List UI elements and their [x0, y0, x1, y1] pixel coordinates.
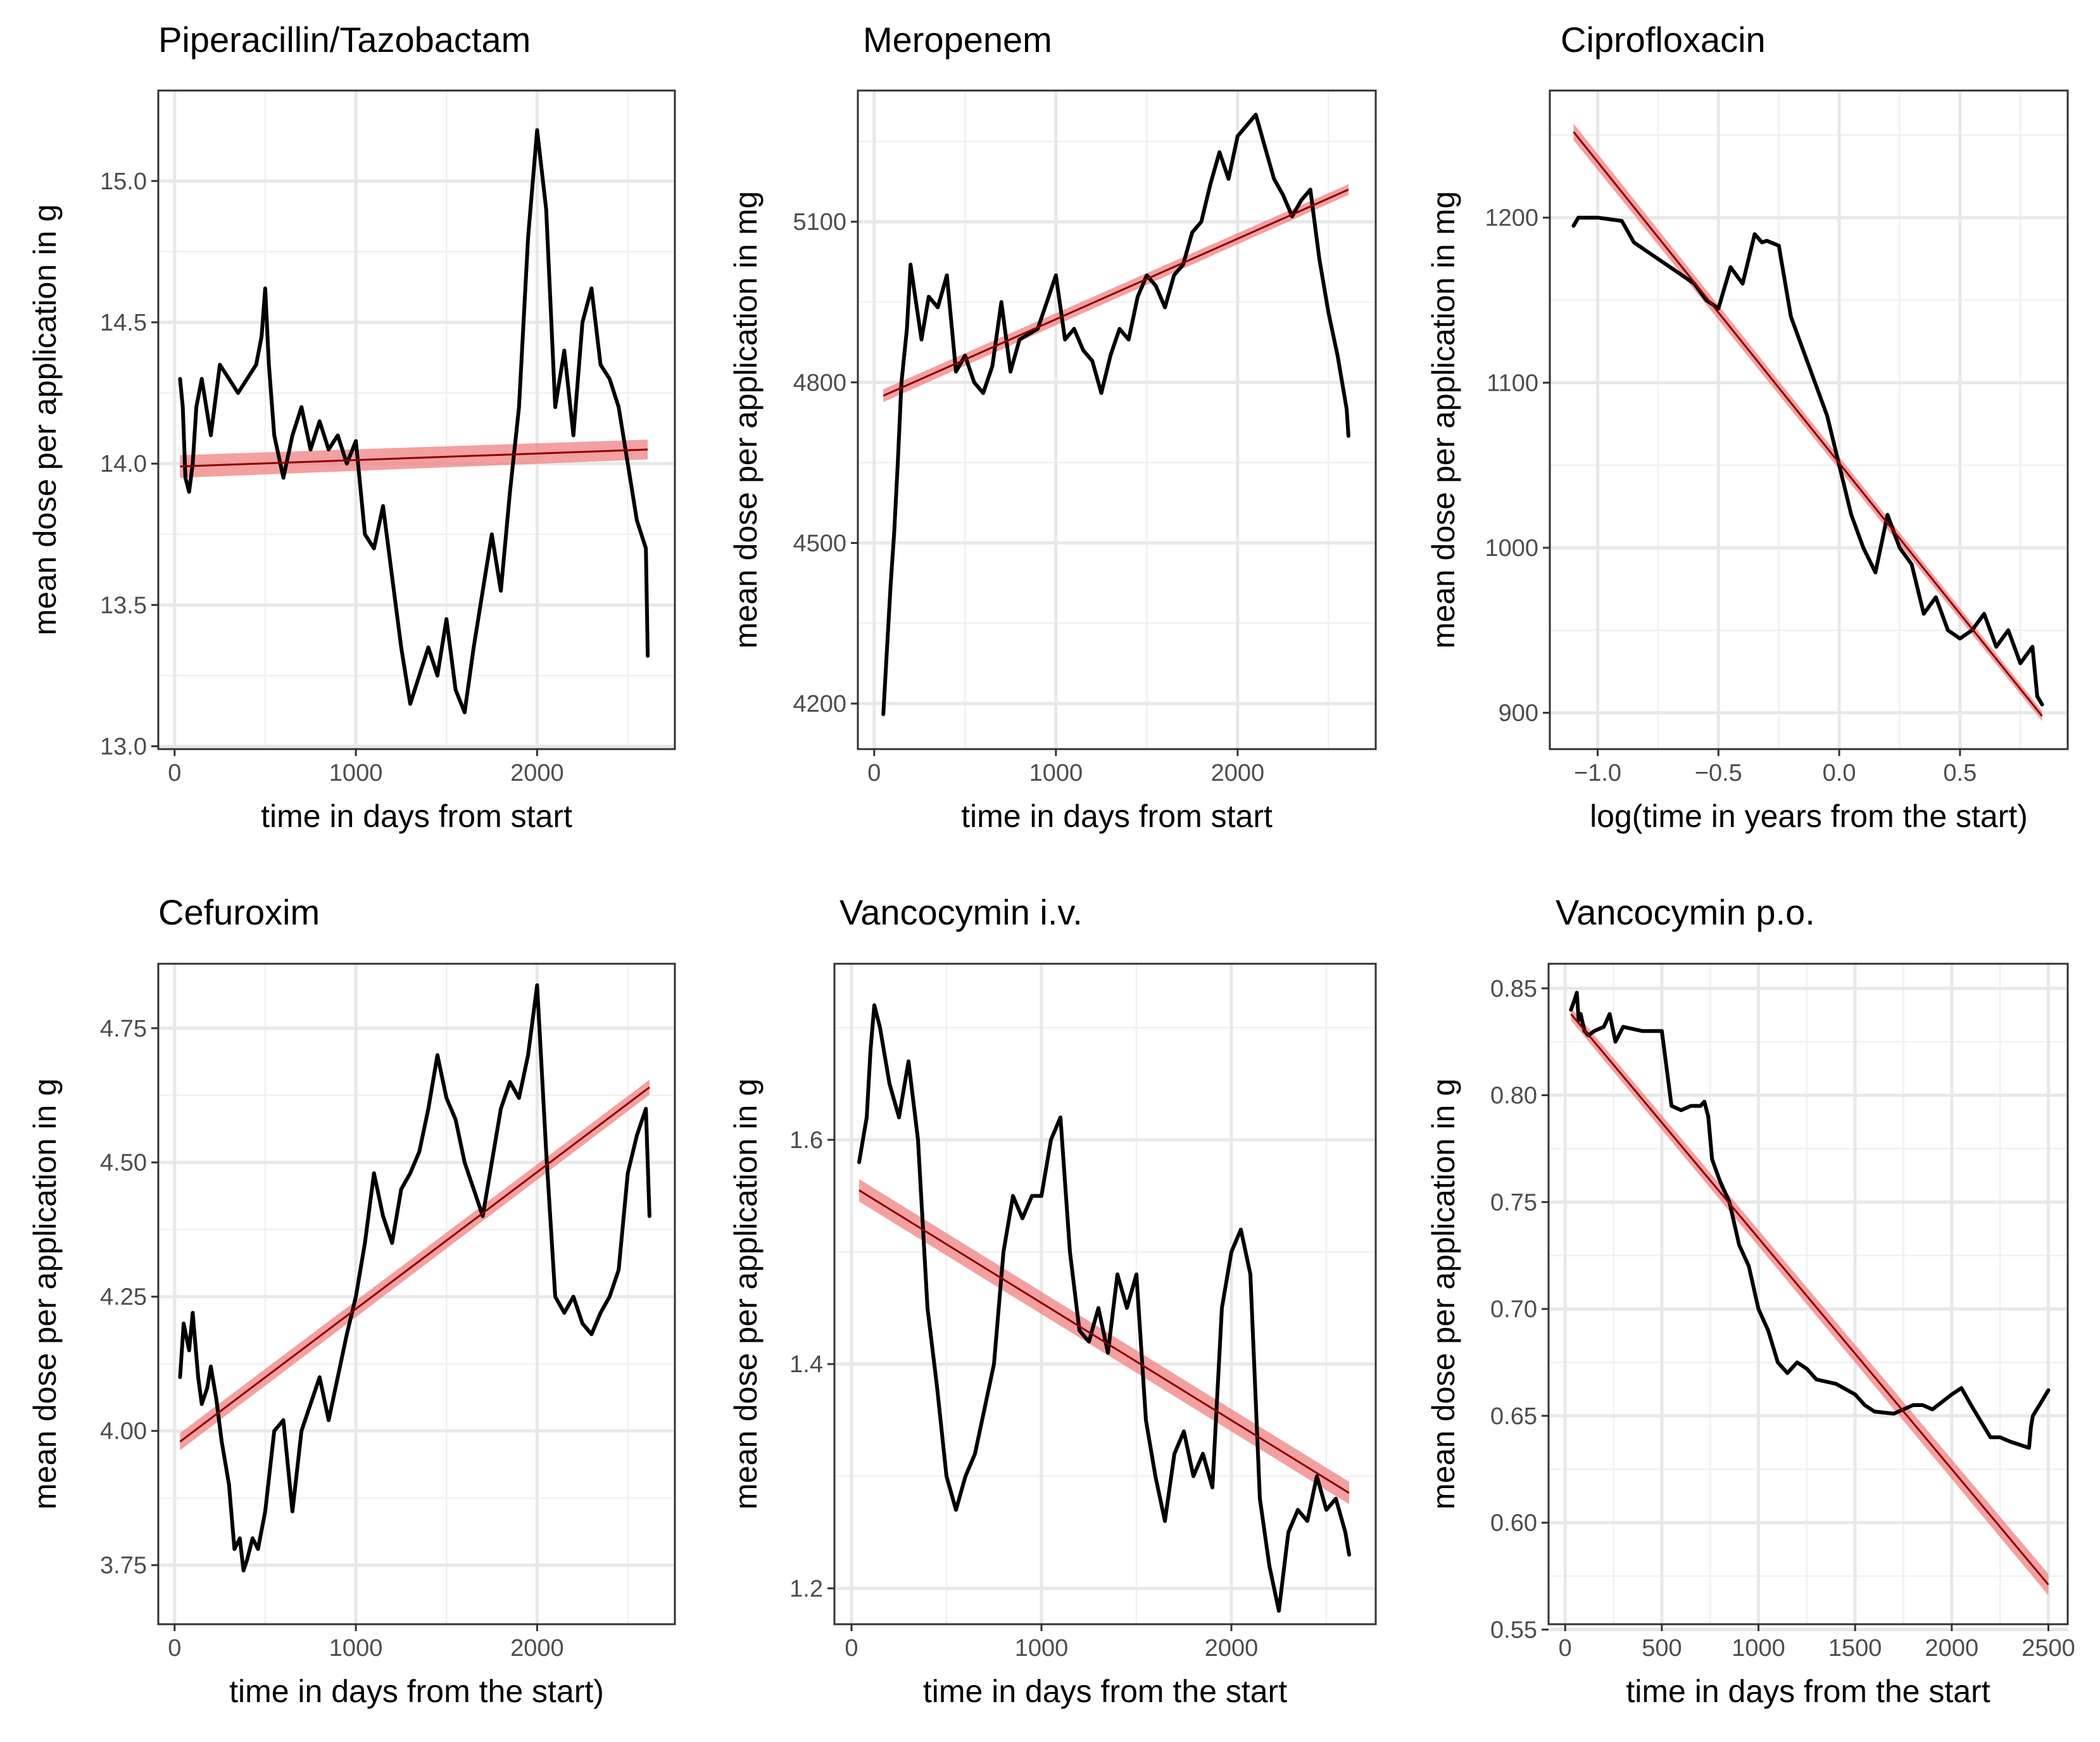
x-axis-title: time in days from the start: [923, 1674, 1287, 1709]
chart-title: Ciprofloxacin: [1561, 20, 1766, 60]
y-tick-label: 1.6: [789, 1127, 823, 1154]
trend-line: [858, 1189, 1350, 1494]
y-tick-label: 13.5: [100, 592, 147, 619]
x-tick-label: 0: [845, 1635, 858, 1662]
x-axis-title: time in days from the start): [229, 1674, 604, 1709]
chart-panel-6: 0 500 1000 1500 2000 2500 0.55 0.60 0.65 0.70 0.75…: [1426, 892, 2075, 1709]
y-axis-title: mean dose per application in g: [27, 204, 63, 635]
plot-frame: [1547, 963, 2069, 1625]
chart-panel-5: 0 1000 2000 1.2 1.4 1.6 Vancocymin i.v. time in…: [728, 892, 1377, 1709]
trend-line: [883, 189, 1349, 397]
y-tick-label: 0.70: [1490, 1296, 1537, 1323]
x-tick-label: 2000: [1211, 760, 1265, 786]
y-axis-title: mean dose per application in mg: [1426, 191, 1461, 649]
x-tick-label: 1000: [329, 760, 383, 786]
y-tick-label: 15.0: [100, 168, 147, 195]
panels: 0 1000 2000 13.0 13.5 14.0 14.5 15.0 Piperacilli…: [27, 20, 2075, 1709]
data-series-line: [178, 128, 650, 714]
y-tick-label: 900: [1499, 700, 1538, 727]
y-axis-title: mean dose per application in g: [728, 1078, 764, 1510]
trend-line: [1573, 131, 2043, 717]
x-tick-label: 0: [867, 760, 881, 786]
y-tick-label: 13.0: [100, 734, 147, 761]
y-tick-label: 4.00: [100, 1418, 147, 1445]
x-tick-label: 0: [168, 760, 181, 786]
x-tick-label: 2000: [1205, 1635, 1259, 1662]
x-tick-label: 0.5: [1943, 760, 1977, 786]
y-tick-label: 4200: [793, 691, 846, 717]
x-tick-label: 0: [168, 1635, 181, 1662]
chart-title: Piperacillin/Tazobactam: [158, 20, 531, 60]
chart-panel-4: 0 1000 2000 3.75 4.00 4.25 4.50 4.75 Cefuroxim ti…: [27, 892, 676, 1709]
plot-frame: [833, 963, 1377, 1625]
chart-title: Meropenem: [863, 20, 1052, 60]
x-tick-label: 1000: [1029, 760, 1083, 786]
x-tick-label: 2000: [510, 760, 564, 786]
y-tick-label: 0.80: [1490, 1083, 1537, 1109]
chart-panel-3: −1.0 −0.5 0.0 0.5 900 1000 1100 1200 Ciprofloxac…: [1426, 20, 2069, 834]
y-tick-label: 3.75: [100, 1553, 147, 1579]
plot-frame: [157, 963, 676, 1625]
x-tick-label: 1000: [1732, 1635, 1785, 1662]
x-tick-label: −1.0: [1574, 760, 1621, 786]
y-tick-label: 4500: [793, 530, 846, 557]
y-tick-label: 1.2: [789, 1575, 823, 1602]
data-series-line: [178, 983, 651, 1573]
x-axis-title: time in days from the start: [1626, 1674, 1990, 1709]
x-tick-label: 2000: [1925, 1635, 1979, 1662]
plot-frame: [857, 89, 1377, 750]
x-tick-label: −0.5: [1695, 760, 1742, 786]
y-tick-label: 14.5: [100, 310, 147, 336]
x-axis-title: time in days from start: [961, 798, 1273, 834]
y-tick-label: 4.25: [100, 1284, 147, 1311]
y-tick-label: 0.55: [1490, 1617, 1537, 1643]
x-tick-label: 1000: [1015, 1635, 1069, 1662]
x-tick-label: 0: [1559, 1635, 1572, 1662]
y-tick-label: 0.65: [1490, 1403, 1537, 1430]
y-tick-label: 4800: [793, 370, 846, 396]
x-tick-label: 1500: [1828, 1635, 1882, 1662]
confidence-band: [1573, 123, 2042, 721]
chart-title: Cefuroxim: [158, 892, 320, 932]
plot-frame: [1549, 89, 2069, 750]
x-axis-title: time in days from start: [261, 798, 572, 834]
y-axis-title: mean dose per application in g: [1426, 1078, 1461, 1510]
chart-panel-2: 0 1000 2000 4200 4500 4800 5100 Meropenem time i…: [728, 20, 1377, 834]
y-tick-label: 4.75: [100, 1016, 147, 1042]
x-axis-title: log(time in years from the start): [1590, 798, 2028, 834]
x-tick-label: 1000: [329, 1635, 383, 1662]
x-tick-label: 2500: [2021, 1635, 2075, 1662]
data-series-line: [881, 113, 1350, 716]
y-tick-label: 0.75: [1490, 1189, 1537, 1216]
chart-panel-1: 0 1000 2000 13.0 13.5 14.0 14.5 15.0 Piperacilli…: [27, 20, 676, 834]
y-tick-label: 0.60: [1490, 1510, 1537, 1537]
data-series-line: [857, 1003, 1351, 1613]
data-series-line: [1569, 990, 2051, 1450]
x-tick-label: 500: [1642, 1635, 1682, 1662]
chart-title: Vancocymin i.v.: [839, 892, 1083, 932]
chart-title: Vancocymin p.o.: [1556, 892, 1815, 932]
y-tick-label: 1.4: [789, 1351, 823, 1378]
x-tick-label: 2000: [510, 1635, 564, 1662]
y-axis-title: mean dose per application in g: [27, 1078, 63, 1510]
confidence-band: [1571, 1007, 2049, 1596]
y-tick-label: 1100: [1487, 370, 1538, 396]
y-tick-label: 1000: [1485, 535, 1538, 562]
y-tick-label: 4.50: [100, 1150, 147, 1177]
y-tick-label: 14.0: [100, 451, 147, 477]
x-tick-label: 0.0: [1823, 760, 1856, 786]
data-series-line: [1571, 215, 2044, 707]
trend-line: [1570, 1013, 2049, 1586]
trend-line: [180, 448, 648, 468]
plot-frame: [157, 89, 676, 750]
y-axis-title: mean dose per application in mg: [728, 191, 764, 649]
y-tick-label: 1200: [1485, 205, 1538, 232]
y-tick-label: 5100: [793, 209, 846, 236]
trend-line: [179, 1086, 650, 1442]
y-tick-label: 0.85: [1490, 976, 1537, 1002]
